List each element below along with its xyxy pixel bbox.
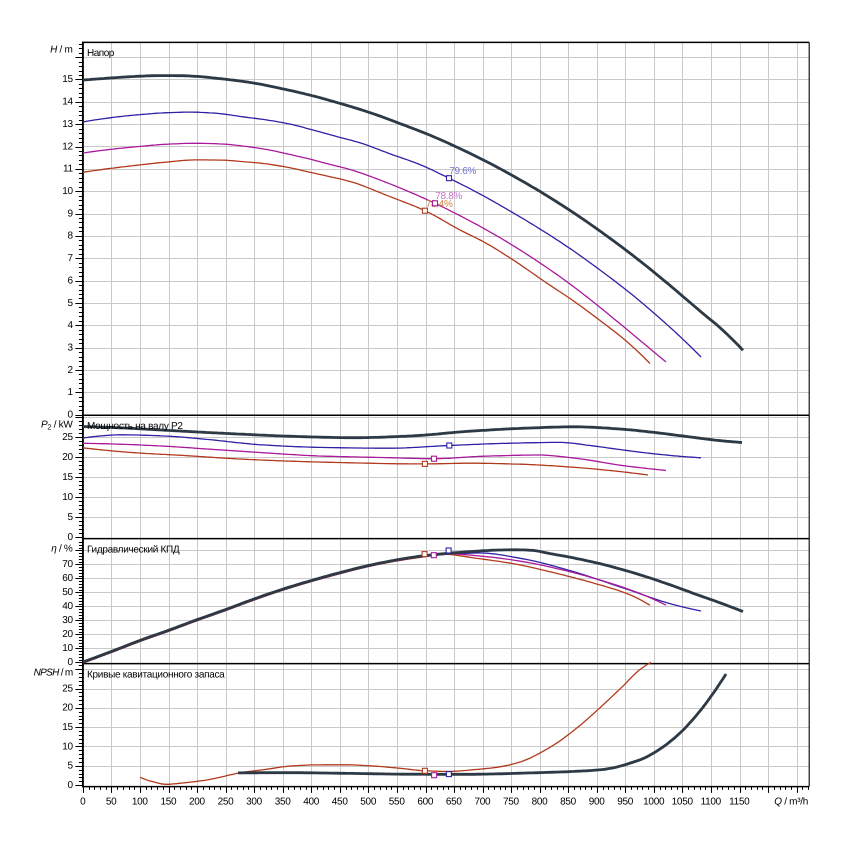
- svg-text:1150: 1150: [729, 796, 750, 807]
- svg-text:0: 0: [68, 780, 74, 791]
- svg-text:100: 100: [132, 796, 149, 807]
- svg-text:20: 20: [62, 452, 73, 463]
- svg-text:78.4%: 78.4%: [426, 199, 453, 210]
- svg-text:5: 5: [68, 761, 74, 772]
- svg-text:10: 10: [62, 492, 73, 503]
- svg-text:500: 500: [360, 796, 377, 807]
- svg-text:9: 9: [68, 208, 74, 219]
- svg-text:1100: 1100: [701, 796, 722, 807]
- svg-text:60: 60: [62, 573, 73, 584]
- svg-text:10: 10: [62, 186, 73, 197]
- svg-text:800: 800: [532, 796, 549, 807]
- svg-text:P2 / kW: P2 / kW: [41, 419, 73, 431]
- svg-text:350: 350: [275, 796, 292, 807]
- svg-text:650: 650: [446, 796, 463, 807]
- svg-text:1: 1: [68, 387, 74, 398]
- svg-text:6: 6: [68, 275, 74, 286]
- svg-text:Напор: Напор: [87, 48, 115, 59]
- svg-text:5: 5: [68, 298, 74, 309]
- svg-text:450: 450: [332, 796, 349, 807]
- svg-text:13: 13: [62, 119, 73, 130]
- svg-text:Q / m³/h: Q / m³/h: [774, 796, 808, 807]
- svg-text:4: 4: [68, 320, 74, 331]
- svg-text:11: 11: [63, 164, 74, 175]
- svg-text:78.8%: 78.8%: [435, 191, 462, 202]
- svg-text:15: 15: [62, 722, 73, 733]
- svg-text:1000: 1000: [643, 796, 665, 807]
- svg-text:79.6%: 79.6%: [449, 166, 476, 177]
- svg-text:Мощность на валу P2: Мощность на валу P2: [87, 421, 183, 432]
- svg-text:50: 50: [106, 796, 117, 807]
- svg-text:25: 25: [62, 432, 73, 443]
- svg-text:40: 40: [62, 601, 73, 612]
- svg-text:250: 250: [218, 796, 235, 807]
- svg-text:400: 400: [303, 796, 320, 807]
- svg-text:200: 200: [189, 796, 206, 807]
- svg-text:300: 300: [246, 796, 263, 807]
- svg-text:25: 25: [62, 683, 73, 694]
- svg-text:50: 50: [62, 587, 73, 598]
- svg-text:150: 150: [161, 796, 178, 807]
- svg-text:2: 2: [68, 365, 74, 376]
- svg-text:10: 10: [62, 741, 73, 752]
- svg-text:7: 7: [68, 253, 74, 264]
- svg-text:750: 750: [503, 796, 520, 807]
- svg-text:600: 600: [417, 796, 434, 807]
- svg-text:0: 0: [68, 532, 74, 543]
- svg-text:η / %: η / %: [51, 544, 73, 555]
- svg-text:0: 0: [80, 796, 86, 807]
- svg-text:850: 850: [560, 796, 577, 807]
- svg-text:Гидравлический КПД: Гидравлический КПД: [87, 544, 180, 555]
- svg-text:H / m: H / m: [50, 45, 72, 56]
- svg-text:NPSH / m: NPSH / m: [34, 667, 73, 678]
- svg-text:20: 20: [62, 629, 73, 640]
- svg-text:20: 20: [62, 703, 73, 714]
- svg-text:0: 0: [68, 657, 74, 668]
- svg-text:1050: 1050: [672, 796, 694, 807]
- svg-text:14: 14: [62, 97, 73, 108]
- svg-text:950: 950: [617, 796, 634, 807]
- svg-text:10: 10: [62, 643, 73, 654]
- svg-text:700: 700: [475, 796, 492, 807]
- svg-text:Кривые кавитационного запаса: Кривые кавитационного запаса: [87, 669, 225, 680]
- svg-text:5: 5: [68, 512, 74, 523]
- svg-text:15: 15: [62, 74, 73, 85]
- svg-text:12: 12: [62, 141, 73, 152]
- svg-text:70: 70: [62, 559, 73, 570]
- svg-text:3: 3: [68, 342, 74, 353]
- svg-text:15: 15: [62, 472, 73, 483]
- svg-text:8: 8: [68, 231, 74, 242]
- svg-text:0: 0: [68, 410, 74, 421]
- svg-text:900: 900: [589, 796, 606, 807]
- svg-text:550: 550: [389, 796, 406, 807]
- svg-text:30: 30: [62, 615, 73, 626]
